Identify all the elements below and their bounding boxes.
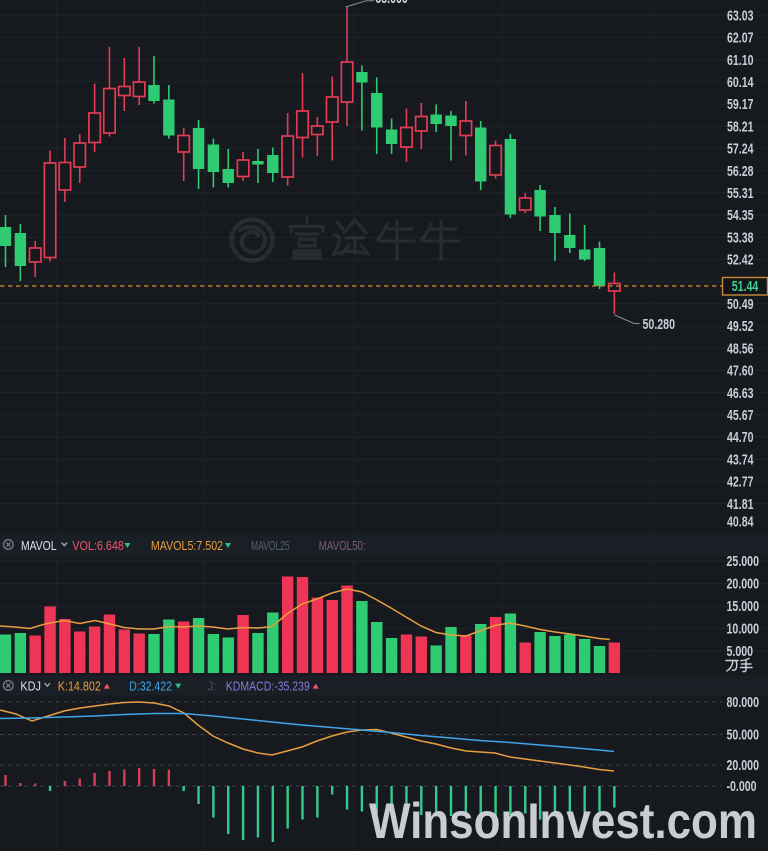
svg-text:50.49: 50.49 [727,296,754,313]
svg-text:45.67: 45.67 [727,407,754,424]
svg-text:46.63: 46.63 [727,385,754,402]
svg-text:44.70: 44.70 [727,429,754,446]
svg-text:MAVOL5:7.502: MAVOL5:7.502 [151,538,223,553]
svg-text:50.000: 50.000 [727,727,760,744]
svg-text:52.42: 52.42 [727,252,754,269]
svg-text:47.60: 47.60 [727,363,754,380]
svg-text:J:: J: [207,679,217,694]
svg-text:53.38: 53.38 [727,229,754,246]
svg-text:20.000: 20.000 [727,757,760,774]
svg-text:5.000: 5.000 [727,643,754,660]
svg-text:51.44: 51.44 [732,278,759,295]
svg-text:63.03: 63.03 [727,7,754,24]
svg-text:50.280: 50.280 [643,316,676,333]
svg-text:MAVOL: MAVOL [21,538,57,553]
svg-text:80.000: 80.000 [727,694,760,711]
svg-text:62.07: 62.07 [727,30,754,47]
svg-text:56.28: 56.28 [727,163,754,180]
svg-text:25.000: 25.000 [727,553,760,570]
svg-text:54.35: 54.35 [727,207,754,224]
svg-text:MAVOL25: MAVOL25 [251,538,290,553]
svg-text:K:14.802: K:14.802 [58,679,101,694]
svg-text:49.52: 49.52 [727,318,754,335]
svg-text:KDJ: KDJ [20,679,41,694]
svg-text:D:32.422: D:32.422 [129,679,172,694]
svg-text:48.56: 48.56 [727,340,754,357]
svg-text:10.000: 10.000 [727,621,760,638]
svg-text:59.17: 59.17 [727,96,754,113]
svg-text:55.31: 55.31 [727,185,754,202]
svg-text:KDMACD:-35.239: KDMACD:-35.239 [226,679,310,694]
svg-text:41.81: 41.81 [727,496,754,513]
svg-text:VOL:6.648: VOL:6.648 [72,538,124,553]
svg-text:43.74: 43.74 [727,451,754,468]
svg-text:20.000: 20.000 [727,576,760,593]
svg-text:65.000: 65.000 [375,0,408,7]
svg-text:61.10: 61.10 [727,52,754,69]
svg-text:-0.000: -0.000 [727,778,757,795]
svg-text:42.77: 42.77 [727,474,754,491]
svg-text:60.14: 60.14 [727,74,754,91]
svg-text:MAVOL50:: MAVOL50: [319,538,366,553]
svg-text:57.24: 57.24 [727,141,754,158]
svg-text:WinsonInvest.com: WinsonInvest.com [369,793,757,849]
svg-text:58.21: 58.21 [727,118,754,135]
svg-text:15.000: 15.000 [727,598,760,615]
svg-text:40.84: 40.84 [727,514,754,531]
